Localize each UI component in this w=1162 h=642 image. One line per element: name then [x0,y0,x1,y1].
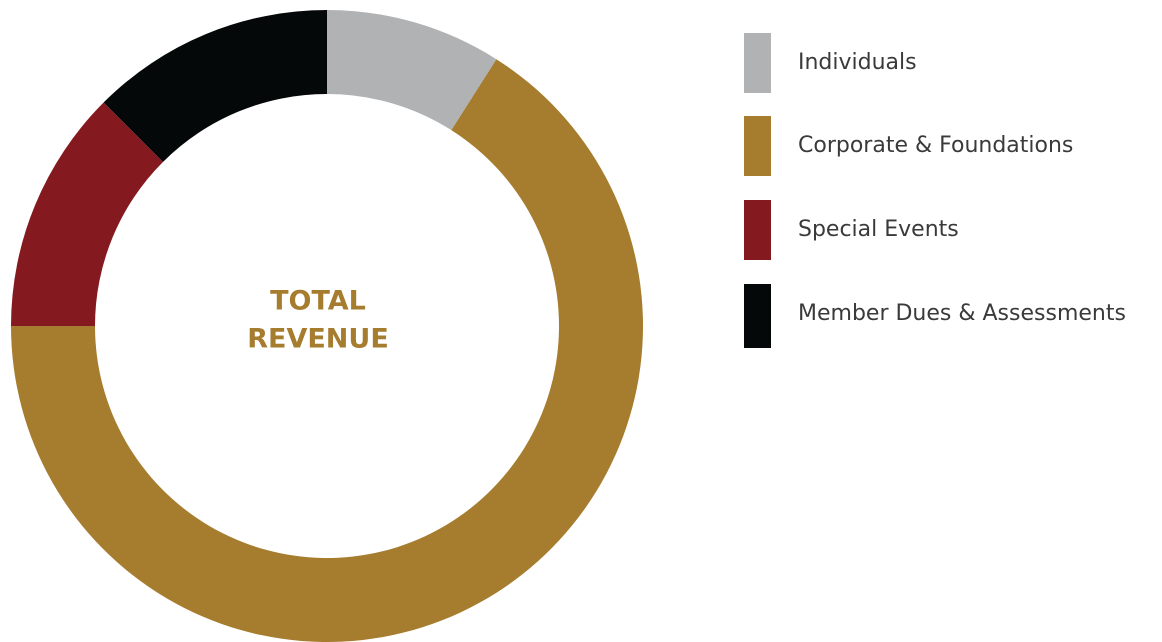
legend-swatch [744,33,771,93]
donut-segment [327,10,497,131]
donut-segment [11,102,163,326]
donut-segment [11,59,643,642]
legend-label: Member Dues & Assessments [798,301,1126,326]
donut-segment [103,10,327,162]
legend-label: Individuals [798,50,917,75]
legend-swatch [744,200,771,260]
center-label: TOTAL [270,286,366,317]
legend-swatch [744,284,771,348]
legend-swatch [744,116,771,176]
legend-label: Corporate & Foundations [798,133,1073,158]
center-label: REVENUE [247,324,389,355]
legend-label: Special Events [798,217,959,242]
